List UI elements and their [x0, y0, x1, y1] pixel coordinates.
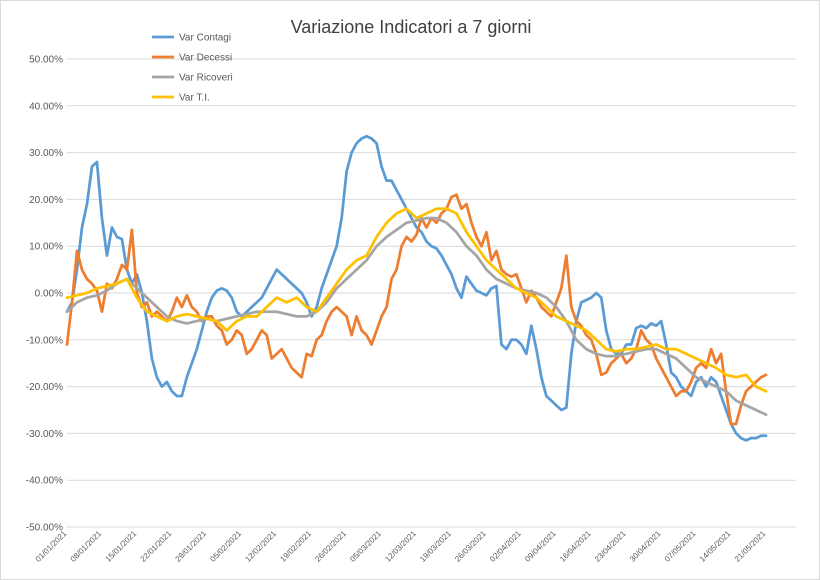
y-tick-label: 10.00%	[29, 242, 63, 253]
y-tick-label: 0.00%	[35, 289, 63, 300]
x-tick-label: 07/05/2021	[663, 529, 698, 564]
gridlines	[67, 58, 796, 528]
legend-label: Var Ricoveri	[179, 73, 233, 84]
y-tick-label: -30.00%	[26, 429, 63, 440]
x-tick-label: 05/02/2021	[208, 529, 243, 564]
x-tick-label: 02/04/2021	[488, 529, 523, 564]
y-tick-label: -20.00%	[26, 382, 63, 393]
y-tick-label: 40.00%	[29, 101, 63, 112]
x-tick-label: 19/02/2021	[278, 529, 313, 564]
y-tick-label: -50.00%	[26, 523, 63, 534]
x-tick-label: 12/03/2021	[383, 529, 418, 564]
legend-label: Var T.I.	[179, 93, 210, 104]
x-tick-label: 09/04/2021	[523, 529, 558, 564]
x-tick-label: 12/02/2021	[243, 529, 278, 564]
x-tick-label: 14/05/2021	[698, 529, 733, 564]
x-tick-label: 01/01/2021	[34, 529, 69, 564]
series-line-var-decessi	[65, 193, 768, 426]
series-line-var-t-i	[65, 207, 768, 393]
legend-label: Var Decessi	[179, 53, 232, 64]
x-tick-label: 22/01/2021	[139, 529, 174, 564]
x-axis-tick-labels: 01/01/2021 08/01/2021 15/01/2021 22/01/2021…	[34, 529, 768, 564]
y-tick-label: 30.00%	[29, 148, 63, 159]
chart-title: Variazione Indicatori a 7 giorni	[291, 17, 532, 37]
x-tick-label: 23/04/2021	[593, 529, 628, 564]
x-tick-label: 15/01/2021	[104, 529, 139, 564]
x-tick-label: 16/04/2021	[558, 529, 593, 564]
series-lines	[65, 134, 768, 442]
x-tick-label: 08/01/2021	[69, 529, 104, 564]
x-tick-label: 26/03/2021	[453, 529, 488, 564]
series-line-var-ricoveri	[65, 216, 768, 417]
x-tick-label: 21/05/2021	[733, 529, 768, 564]
x-tick-label: 30/04/2021	[628, 529, 663, 564]
x-tick-label: 26/02/2021	[313, 529, 348, 564]
series-line-var-contagi	[65, 134, 768, 442]
y-axis-tick-labels: 50.00% 40.00% 30.00% 20.00% 10.00% 0.00% -10.0…	[26, 55, 63, 534]
x-tick-label: 29/01/2021	[174, 529, 209, 564]
y-tick-label: -10.00%	[26, 335, 63, 346]
y-tick-label: 20.00%	[29, 195, 63, 206]
legend: Var Contagi Var Decessi Var Ricoveri Var T.…	[152, 33, 233, 104]
y-tick-label: -40.00%	[26, 476, 63, 487]
x-tick-label: 05/03/2021	[348, 529, 383, 564]
y-tick-label: 50.00%	[29, 55, 63, 66]
x-tick-label: 19/03/2021	[418, 529, 453, 564]
legend-label: Var Contagi	[179, 33, 231, 44]
